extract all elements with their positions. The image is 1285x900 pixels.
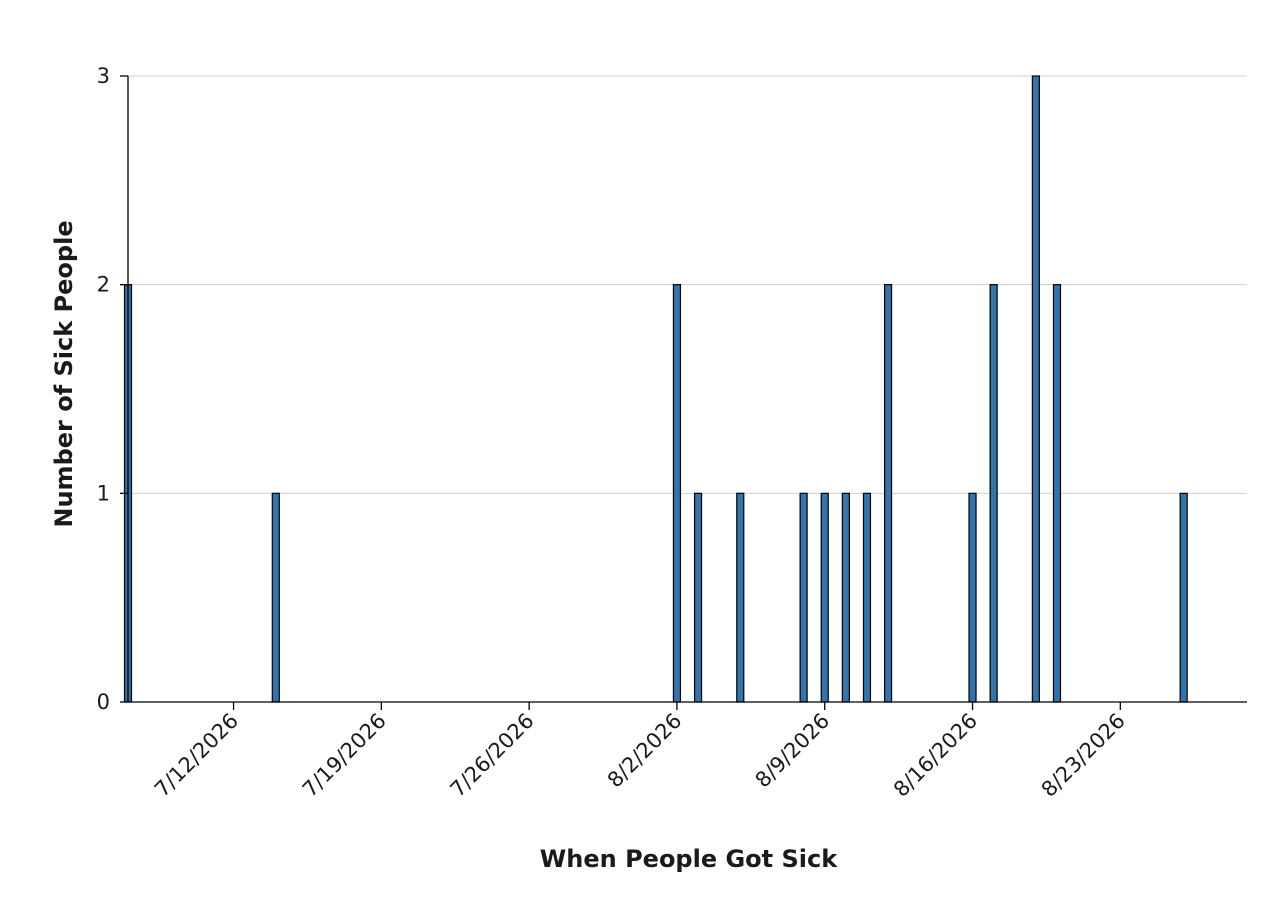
x-tick-label: 8/16/2026 xyxy=(889,709,982,802)
bar xyxy=(989,284,998,703)
x-tick-label: 8/9/2026 xyxy=(751,709,835,793)
x-axis-title: When People Got Sick xyxy=(540,845,838,873)
y-tick-label: 2 xyxy=(97,273,110,297)
grid-lines xyxy=(128,75,1247,494)
bar xyxy=(841,492,850,703)
x-tick-label: 7/19/2026 xyxy=(298,709,391,802)
x-tick-label: 8/2/2026 xyxy=(603,709,687,793)
y-tick-label: 3 xyxy=(97,64,110,88)
axes xyxy=(127,76,1247,703)
bar xyxy=(883,284,893,703)
x-tick-label: 7/26/2026 xyxy=(446,709,539,802)
bar xyxy=(1031,75,1040,703)
y-tick-label: 0 xyxy=(97,690,110,714)
bar xyxy=(736,492,745,703)
bar xyxy=(862,492,872,703)
bar xyxy=(1179,492,1188,703)
bar xyxy=(1052,284,1062,703)
bar xyxy=(693,492,703,703)
y-axis-ticks: 0 1 2 3 xyxy=(97,64,128,714)
y-tick-label: 1 xyxy=(97,481,110,505)
x-tick-label: 8/23/2026 xyxy=(1037,709,1130,802)
bar xyxy=(672,284,682,703)
bar xyxy=(820,492,829,703)
x-tick-label: 7/12/2026 xyxy=(150,709,243,802)
bar xyxy=(271,492,280,703)
bar xyxy=(799,492,808,703)
x-axis-ticks: 7/12/2026 7/19/2026 7/26/2026 8/2/2026 8/9/2… xyxy=(150,702,1130,802)
bars xyxy=(123,75,1188,703)
bar xyxy=(968,492,977,703)
y-axis-title: Number of Sick People xyxy=(50,220,78,527)
